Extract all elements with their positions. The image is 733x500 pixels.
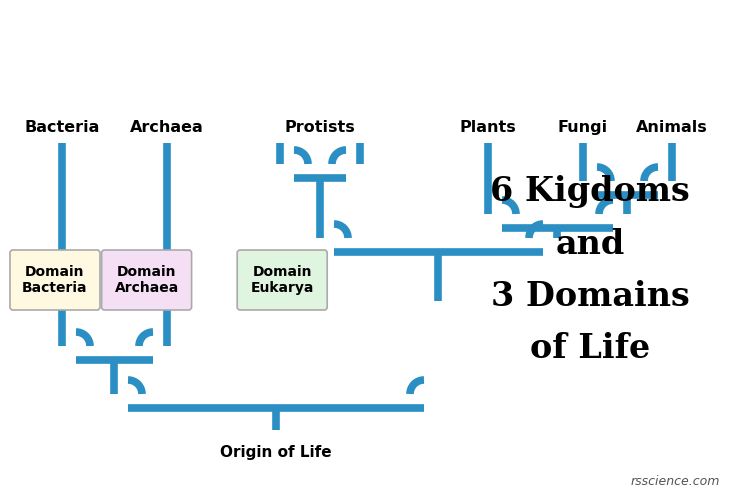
Text: 3 Domains: 3 Domains: [490, 280, 689, 312]
Text: Animals: Animals: [636, 120, 708, 135]
Text: Plants: Plants: [460, 120, 516, 135]
Text: Bacteria: Bacteria: [24, 120, 100, 135]
Text: of Life: of Life: [530, 332, 650, 364]
Text: Domain
Eukarya: Domain Eukarya: [251, 265, 314, 295]
Text: Origin of Life: Origin of Life: [220, 445, 332, 460]
Text: rsscience.com: rsscience.com: [630, 475, 720, 488]
Text: Domain
Archaea: Domain Archaea: [114, 265, 179, 295]
Text: and: and: [556, 228, 625, 260]
Text: Fungi: Fungi: [558, 120, 608, 135]
FancyBboxPatch shape: [102, 250, 191, 310]
Text: Domain
Bacteria: Domain Bacteria: [22, 265, 88, 295]
FancyBboxPatch shape: [237, 250, 327, 310]
Text: Protists: Protists: [284, 120, 356, 135]
FancyBboxPatch shape: [10, 250, 100, 310]
Text: 6 Kigdoms: 6 Kigdoms: [490, 176, 690, 208]
Text: Archaea: Archaea: [130, 120, 204, 135]
